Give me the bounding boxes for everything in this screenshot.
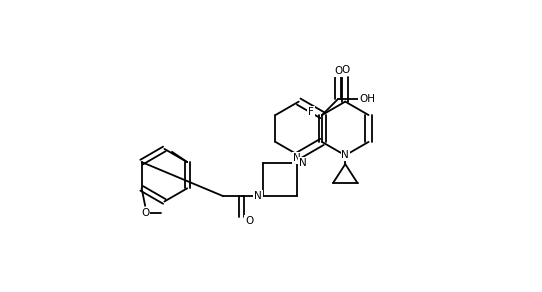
Text: F: F [308,107,314,117]
Text: N: N [341,150,349,160]
Text: OH: OH [359,94,375,104]
Text: N: N [299,158,306,168]
Text: N: N [293,153,300,163]
Text: O: O [141,208,149,218]
Text: N: N [254,191,262,201]
Text: O: O [334,66,342,76]
Text: O: O [246,216,254,226]
Text: O: O [341,65,350,75]
